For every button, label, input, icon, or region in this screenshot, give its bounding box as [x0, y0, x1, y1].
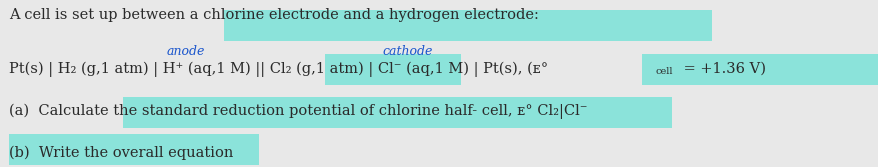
Text: A cell is set up between a chlorine electrode and a hydrogen electrode:: A cell is set up between a chlorine elec… — [9, 8, 538, 22]
Text: cell: cell — [655, 67, 673, 76]
FancyBboxPatch shape — [224, 10, 711, 41]
Text: (b)  Write the overall equation: (b) Write the overall equation — [9, 145, 233, 160]
FancyBboxPatch shape — [9, 134, 259, 165]
Text: cathode: cathode — [382, 45, 432, 58]
FancyBboxPatch shape — [325, 54, 461, 85]
Text: anode: anode — [166, 45, 205, 58]
FancyBboxPatch shape — [123, 97, 672, 128]
Text: (a)  Calculate the standard reduction potential of chlorine half- cell, ᴇ° Cl₂|C: (a) Calculate the standard reduction pot… — [9, 104, 587, 119]
FancyBboxPatch shape — [641, 54, 878, 85]
Text: = +1.36 V): = +1.36 V) — [679, 62, 766, 76]
Text: Pt(s) | H₂ (g,1 atm) | H⁺ (aq,1 M) || Cl₂ (g,1 atm) | Cl⁻ (aq,1 M) | Pt(s), (ᴇ°: Pt(s) | H₂ (g,1 atm) | H⁺ (aq,1 M) || Cl… — [9, 62, 547, 77]
